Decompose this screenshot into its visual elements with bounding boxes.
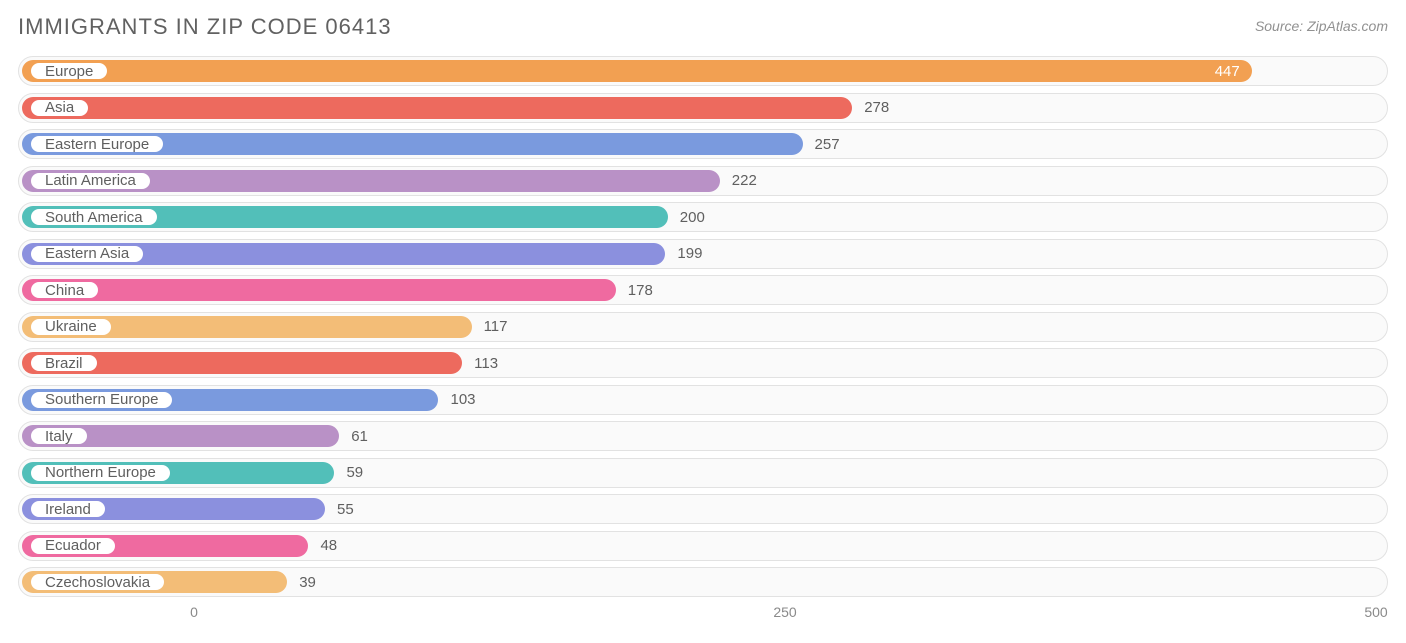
bar-row: China 178 <box>18 275 1388 305</box>
bar-fill <box>22 279 616 301</box>
bar-label-pill: Southern Europe <box>29 390 174 410</box>
bar-value: 61 <box>351 422 368 450</box>
header: IMMIGRANTS IN ZIP CODE 06413 Source: Zip… <box>18 14 1388 40</box>
bar-label-pill: China <box>29 280 100 300</box>
x-tick: 0 <box>190 604 198 620</box>
bar-row: Eastern Europe 257 <box>18 129 1388 159</box>
bar-value: 200 <box>680 203 705 231</box>
bar-value: 39 <box>299 568 316 596</box>
bar-label-pill: Asia <box>29 98 90 118</box>
bar-row: Northern Europe 59 <box>18 458 1388 488</box>
bar-value: 278 <box>864 94 889 122</box>
bar-value: 55 <box>337 495 354 523</box>
bar-value: 117 <box>484 313 508 341</box>
x-tick: 500 <box>1364 604 1387 620</box>
chart-area: Europe 447 Asia 278 Eastern Europe 257 Latin A… <box>18 56 1388 597</box>
chart-container: IMMIGRANTS IN ZIP CODE 06413 Source: Zip… <box>0 0 1406 643</box>
bar-label-pill: Latin America <box>29 171 152 191</box>
x-tick: 250 <box>773 604 796 620</box>
bar-value: 447 <box>1215 57 1240 85</box>
chart-source: Source: ZipAtlas.com <box>1255 18 1388 34</box>
bar-value: 103 <box>450 386 475 414</box>
bar-row: Czechoslovakia 39 <box>18 567 1388 597</box>
bar-label-pill: Czechoslovakia <box>29 572 166 592</box>
bar-label-pill: Ireland <box>29 499 107 519</box>
chart-title: IMMIGRANTS IN ZIP CODE 06413 <box>18 14 392 40</box>
bar-fill <box>22 60 1252 82</box>
bar-label-pill: Northern Europe <box>29 463 172 483</box>
bar-value: 48 <box>320 532 337 560</box>
bar-row: Eastern Asia 199 <box>18 239 1388 269</box>
bar-fill <box>22 97 852 119</box>
bar-row: Europe 447 <box>18 56 1388 86</box>
bar-label-pill: Ecuador <box>29 536 117 556</box>
bar-value: 257 <box>815 130 840 158</box>
bar-value: 199 <box>677 240 702 268</box>
bar-value: 222 <box>732 167 757 195</box>
bar-row: Southern Europe 103 <box>18 385 1388 415</box>
bar-label-pill: Ukraine <box>29 317 113 337</box>
bar-label-pill: Europe <box>29 61 109 81</box>
bar-row: Brazil 113 <box>18 348 1388 378</box>
bar-value: 113 <box>474 349 498 377</box>
bar-label-pill: Brazil <box>29 353 99 373</box>
bar-row: Ecuador 48 <box>18 531 1388 561</box>
bar-row: Ireland 55 <box>18 494 1388 524</box>
bar-row: Ukraine 117 <box>18 312 1388 342</box>
bar-label-pill: Eastern Asia <box>29 244 145 264</box>
bar-value: 59 <box>346 459 363 487</box>
bar-row: Latin America 222 <box>18 166 1388 196</box>
bar-row: Asia 278 <box>18 93 1388 123</box>
bar-row: Italy 61 <box>18 421 1388 451</box>
bar-label-pill: Italy <box>29 426 89 446</box>
x-axis: 0 250 500 <box>18 604 1388 628</box>
bar-label-pill: South America <box>29 207 159 227</box>
bar-label-pill: Eastern Europe <box>29 134 165 154</box>
bar-row: South America 200 <box>18 202 1388 232</box>
bar-value: 178 <box>628 276 653 304</box>
